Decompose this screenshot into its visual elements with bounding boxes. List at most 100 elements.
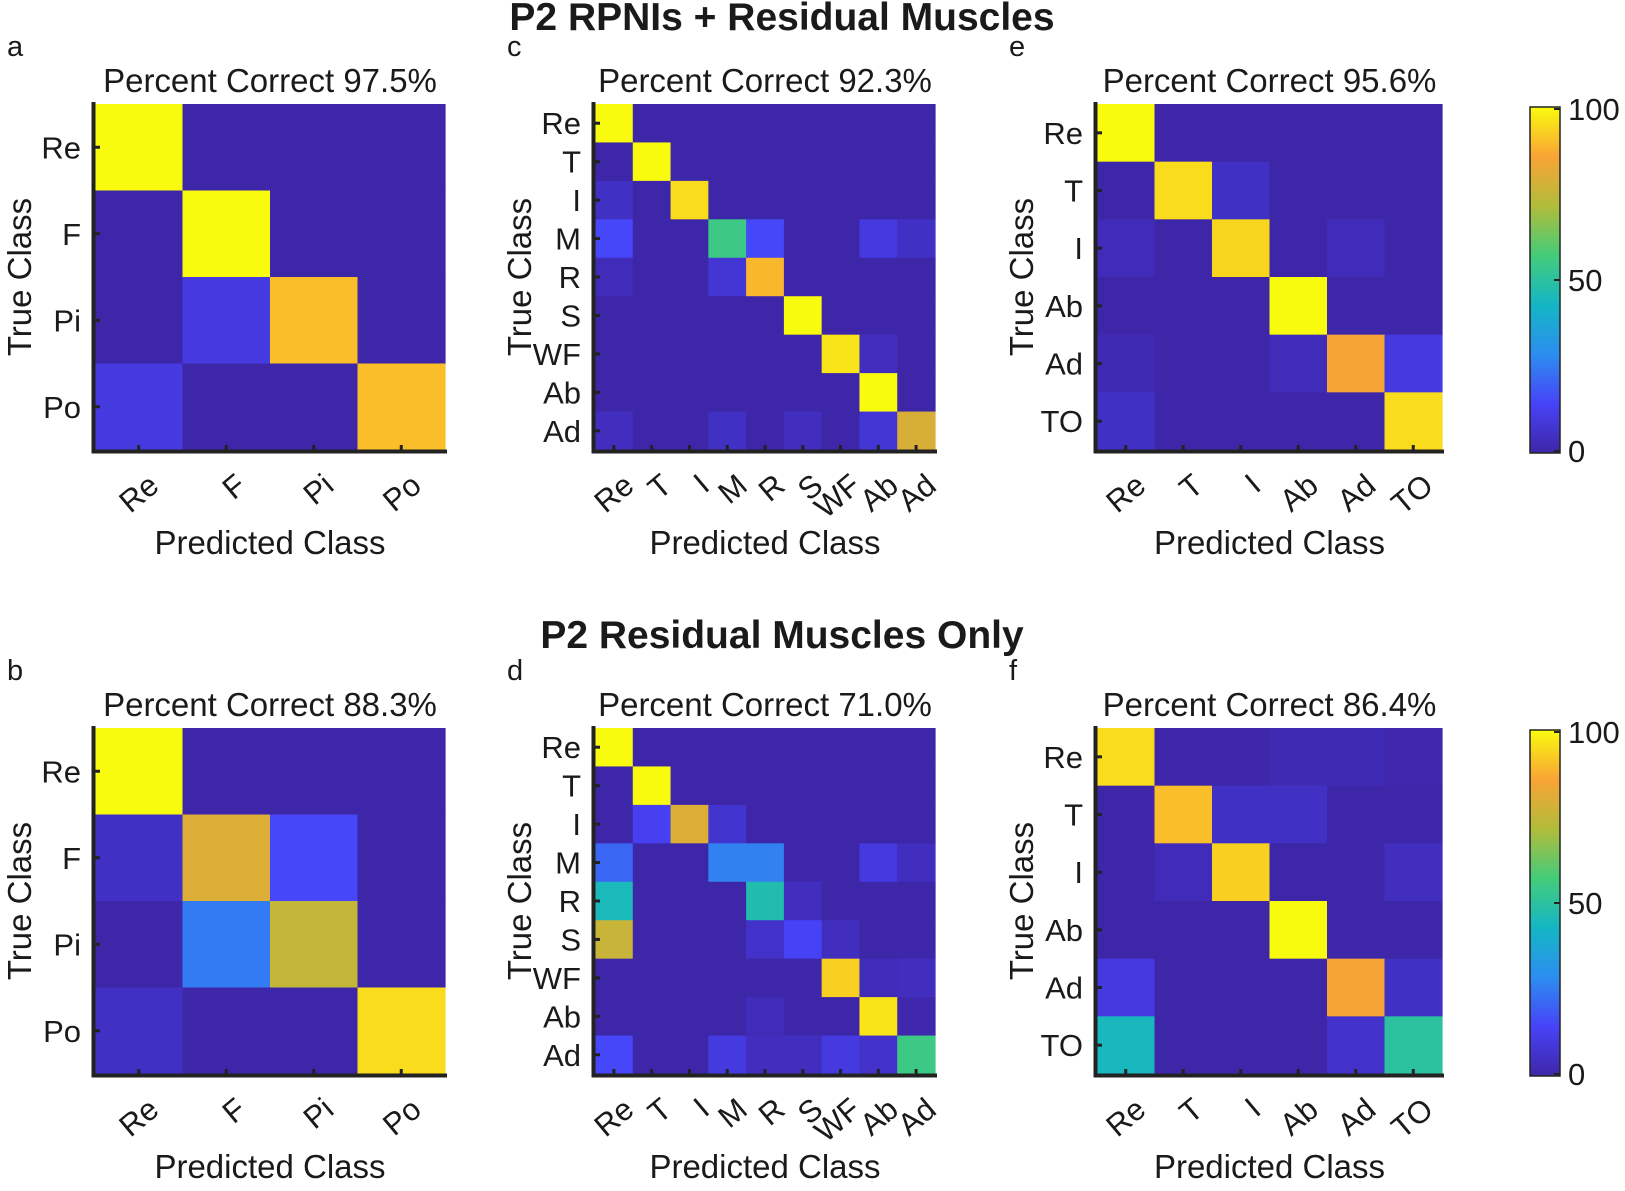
x-tick-label: Pi [297, 1091, 341, 1136]
heatmap-cell [595, 766, 634, 806]
heatmap-cell [1097, 785, 1156, 844]
heatmap-cell [783, 920, 823, 960]
heatmap-cell [708, 219, 747, 259]
heatmap-cell [859, 257, 898, 297]
heatmap-cell [783, 180, 823, 220]
heatmap-cell [746, 843, 785, 883]
heatmap-panels: a Percent Correct 97.5% Re F Pi Po Re F Pi Po Pred… [1, 31, 1444, 1185]
heatmap-cell [270, 814, 359, 902]
heatmap-cell [708, 373, 747, 413]
heatmap-cell [357, 987, 446, 1075]
x-tick-label: Re [587, 467, 640, 519]
heatmap-cell [897, 411, 936, 451]
heatmap-cell [632, 728, 672, 768]
y-tick-label: T [562, 769, 581, 804]
heatmap-cell [783, 958, 823, 998]
heatmap-cell [897, 180, 936, 220]
x-tick-label: R [752, 1091, 792, 1132]
axis-line [1093, 102, 1444, 454]
heatmap-cell [708, 1035, 747, 1075]
heatmap-cell [1154, 104, 1213, 163]
y-tick-label: Re [41, 754, 81, 789]
y-axis-label: True Class [1003, 822, 1040, 980]
heatmap-cell [1154, 334, 1213, 393]
heatmap-cell [270, 104, 359, 192]
heatmap-cell [357, 190, 446, 278]
heatmap-cell [632, 373, 672, 413]
heatmap-cell [182, 190, 271, 278]
heatmap-cell [859, 728, 898, 768]
heatmap-cell [821, 804, 861, 844]
x-axis-label: Predicted Class [1154, 1148, 1385, 1185]
heatmap-cell [1384, 161, 1443, 220]
y-tick-label: M [555, 846, 581, 881]
colorbar-tick-label: 0 [1568, 1057, 1585, 1092]
heatmap-cell [708, 334, 747, 374]
heatmap-cell [1097, 392, 1156, 451]
heatmap-cell [670, 843, 709, 883]
heatmap-cell [1269, 843, 1328, 902]
axis-line [591, 102, 937, 454]
heatmap-cell [1269, 958, 1328, 1017]
heatmap-cell [632, 411, 672, 451]
heatmap-cell [1384, 728, 1443, 787]
heatmap-cell [783, 219, 823, 259]
heatmap-cell [270, 190, 359, 278]
heatmap-cell [746, 219, 785, 259]
heatmap-cell [595, 997, 634, 1037]
heatmap-cell [1327, 104, 1386, 163]
heatmap-cell [95, 814, 184, 902]
heatmap-cell [182, 104, 271, 192]
colorbar-top: 100 50 0 [1529, 92, 1620, 469]
x-tick-label: T [641, 467, 678, 506]
heatmap-cell [595, 728, 634, 768]
heatmap-cell [859, 766, 898, 806]
heatmap-cell [783, 881, 823, 921]
heatmap-cell [1097, 219, 1156, 278]
heatmap-cell [270, 901, 359, 989]
heatmap-cell [1212, 161, 1271, 220]
heatmap-cell [95, 901, 184, 989]
heatmap-cell [746, 958, 785, 998]
heatmap-cell [897, 920, 936, 960]
heatmap-cell [595, 142, 634, 182]
y-tick-label: T [562, 145, 581, 180]
panel-letter: b [7, 655, 23, 687]
heatmap-cell [1212, 219, 1271, 278]
heatmap-cell [897, 296, 936, 336]
heatmap-cell [1154, 958, 1213, 1017]
x-axis-label: Predicted Class [649, 1148, 880, 1185]
y-tick-label: S [560, 298, 581, 333]
heatmap-cell [821, 334, 861, 374]
heatmap-cell [95, 190, 184, 278]
heatmap-cell [670, 180, 709, 220]
heatmap-cell [783, 411, 823, 451]
x-tick-label: Ab [1273, 467, 1325, 518]
heatmap-cell [1327, 728, 1386, 787]
heatmap-cell [632, 997, 672, 1037]
heatmap-cell [1327, 901, 1386, 960]
y-tick-label: Pi [53, 303, 81, 338]
heatmap-cell [1154, 277, 1213, 336]
heatmap-cell [1154, 901, 1213, 960]
heatmap-cell [1269, 219, 1328, 278]
heatmap-cell [897, 958, 936, 998]
colorbar-bottom: 100 50 0 [1529, 715, 1620, 1092]
heatmap-cell [897, 104, 936, 144]
heatmap-cell [632, 843, 672, 883]
heatmap-cell [746, 104, 785, 144]
heatmap-cell [897, 728, 936, 768]
heatmap-cell [859, 881, 898, 921]
heatmap-cell [632, 142, 672, 182]
heatmap-cell [708, 920, 747, 960]
y-tick-label: Ad [1045, 347, 1083, 382]
heatmap-cell [632, 920, 672, 960]
heatmap-cell [708, 180, 747, 220]
heatmap-cell [821, 766, 861, 806]
heatmap-cell [821, 219, 861, 259]
heatmap-cell [746, 142, 785, 182]
heatmap-cell [783, 804, 823, 844]
x-tick-label: Po [376, 467, 428, 518]
heatmap-cell [859, 180, 898, 220]
heatmap-cell [783, 142, 823, 182]
